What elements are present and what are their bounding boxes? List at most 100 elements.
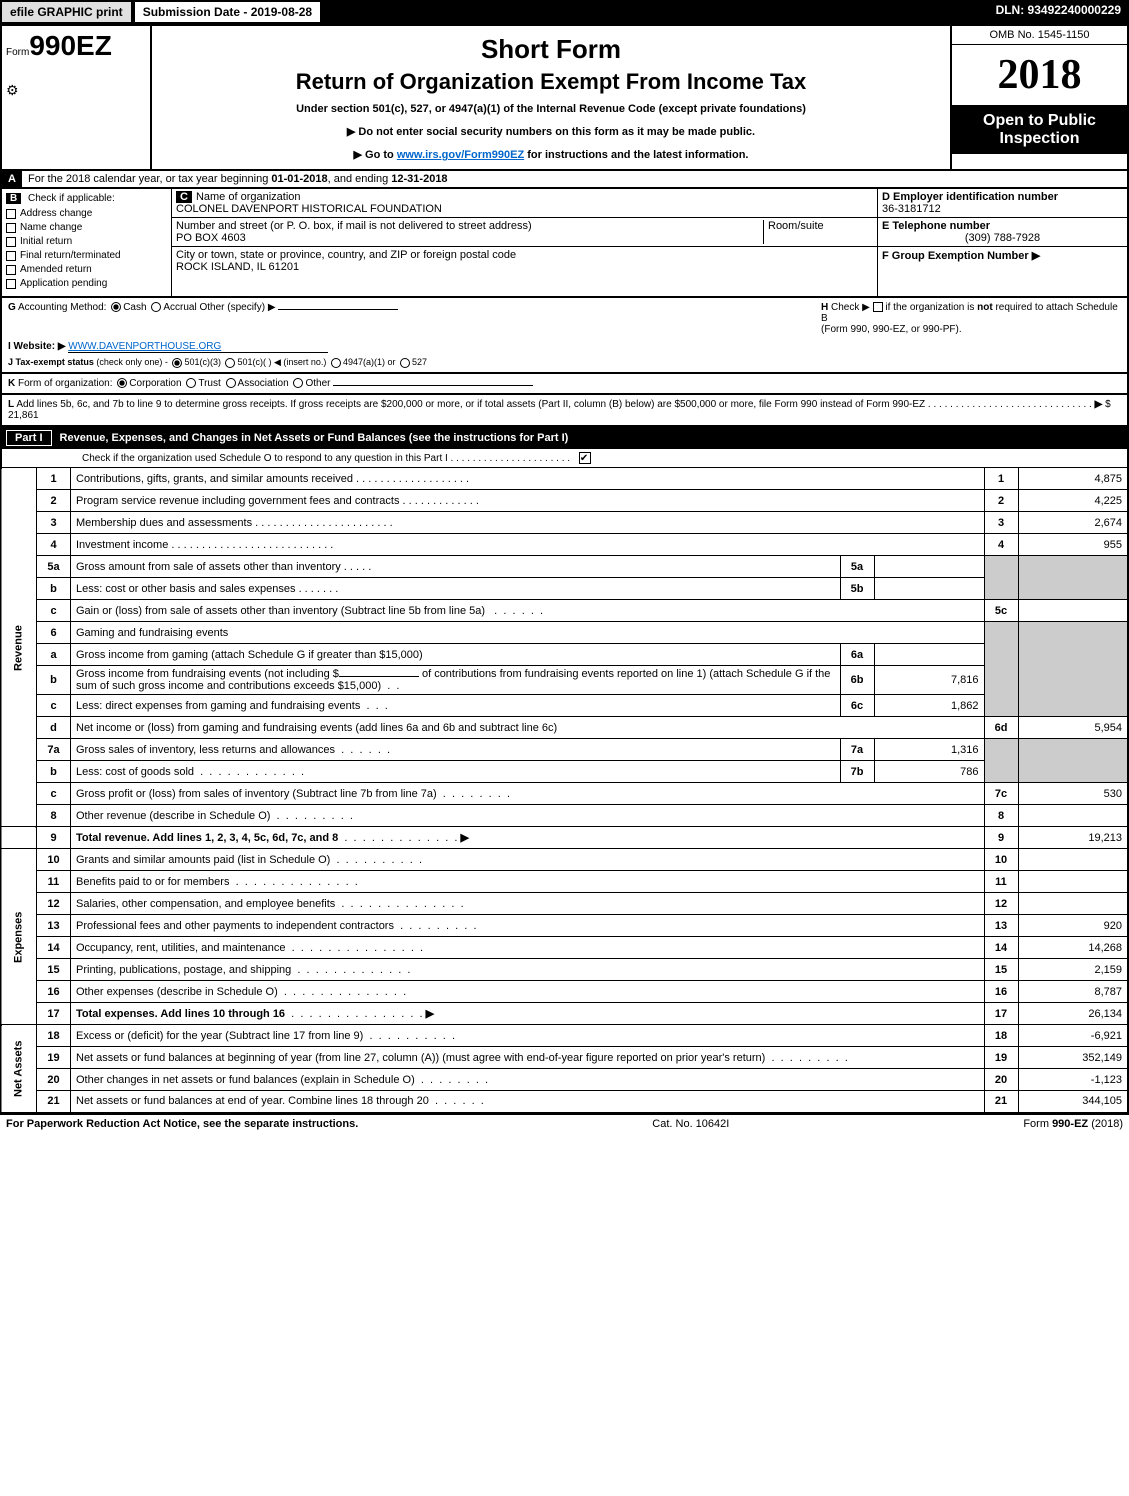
line-1-num: 1 [37,468,71,490]
line-17-amt: 26,134 [1018,1003,1128,1025]
line-7b-sub: 7b [840,761,874,783]
line-20-desc: Other changes in net assets or fund bala… [76,1074,415,1086]
line-6-desc: Gaming and fundraising events [71,622,985,644]
line-4-amt: 955 [1018,534,1128,556]
radio-accrual[interactable] [151,302,161,312]
phone-value: (309) 788-7928 [882,232,1123,244]
line-19-box: 19 [984,1047,1018,1069]
radio-other[interactable] [293,378,303,388]
dln-label: DLN: 93492240000229 [988,0,1129,24]
line-7c-box: 7c [984,783,1018,805]
goto-text: ▶ Go to www.irs.gov/Form990EZ for instru… [156,148,946,161]
line-9-desc: Total revenue. Add lines 1, 2, 3, 4, 5c,… [76,832,338,844]
catalog-number: Cat. No. 10642I [652,1118,729,1130]
line-6c-subamt: 1,862 [874,695,984,717]
part-1-header: Part I Revenue, Expenses, and Changes in… [0,427,1129,449]
line-18-desc: Excess or (deficit) for the year (Subtra… [76,1030,363,1042]
line-5a-num: 5a [37,556,71,578]
line-12-desc: Salaries, other compensation, and employ… [76,898,335,910]
line-10-amt [1018,849,1128,871]
arrow-icon: ▶ [461,832,469,844]
line-11-num: 11 [37,871,71,893]
page-footer: For Paperwork Reduction Act Notice, see … [0,1114,1129,1133]
line-7a-subamt: 1,316 [874,739,984,761]
gray-cell [1018,622,1128,717]
checkbox-address-change[interactable] [6,209,16,219]
line-15-box: 15 [984,959,1018,981]
checkbox-application-pending[interactable] [6,279,16,289]
radio-cash[interactable] [111,302,121,312]
irs-link[interactable]: www.irs.gov/Form990EZ [397,149,524,161]
line-20-num: 20 [37,1069,71,1091]
radio-527[interactable] [400,358,410,368]
line-16-desc: Other expenses (describe in Schedule O) [76,986,278,998]
line-l: L Add lines 5b, 6c, and 7b to line 9 to … [0,395,1129,427]
short-form-title: Short Form [156,34,946,65]
tax-year: 2018 [952,45,1127,106]
line-6d-box: 6d [984,717,1018,739]
line-k-label: K [8,378,15,389]
line-3-num: 3 [37,512,71,534]
line-17-num: 17 [37,1003,71,1025]
line-6a-desc: Gross income from gaming (attach Schedul… [71,644,841,666]
radio-association[interactable] [226,378,236,388]
line-4-box: 4 [984,534,1018,556]
line-14-desc: Occupancy, rent, utilities, and maintena… [76,942,286,954]
line-i-label: I Website: ▶ [8,341,66,352]
line-12-amt [1018,893,1128,915]
line-6a-subamt [874,644,984,666]
city-heading: City or town, state or province, country… [176,249,516,261]
radio-4947a1[interactable] [331,358,341,368]
line-8-box: 8 [984,805,1018,827]
line-15-amt: 2,159 [1018,959,1128,981]
group-exemption-label: F Group Exemption Number [882,250,1029,262]
radio-corporation[interactable] [117,378,127,388]
checkbox-amended-return[interactable] [6,265,16,275]
arrow-icon: ▶ [1032,250,1040,262]
line-5c-box: 5c [984,600,1018,622]
line-6d-desc: Net income or (loss) from gaming and fun… [71,717,985,739]
line-6-num: 6 [37,622,71,644]
form-number: 990EZ [29,30,112,61]
line-6a-sub: 6a [840,644,874,666]
line-16-amt: 8,787 [1018,981,1128,1003]
efile-print-button[interactable]: efile GRAPHIC print [0,0,133,24]
line-8-amt [1018,805,1128,827]
submission-date: Submission Date - 2019-08-28 [133,0,322,24]
open-to-public: Open to Public Inspection [952,106,1127,154]
checkbox-final-return[interactable] [6,251,16,261]
radio-trust[interactable] [186,378,196,388]
website-link[interactable]: WWW.DAVENPORTHOUSE.ORG [68,341,221,352]
line-5b-desc: Less: cost or other basis and sales expe… [76,583,296,595]
line-3-desc: Membership dues and assessments [76,517,252,529]
line-17-desc: Total expenses. Add lines 10 through 16 [76,1008,285,1020]
line-9-amt: 19,213 [1018,827,1128,849]
line-a: A For the 2018 calendar year, or tax yea… [0,171,1129,189]
line-10-num: 10 [37,849,71,871]
checkbox-initial-return[interactable] [6,237,16,247]
line-9-num: 9 [37,827,71,849]
phone-label: E Telephone number [882,220,990,232]
line-7b-desc: Less: cost of goods sold [76,766,194,778]
checkbox-name-change[interactable] [6,223,16,233]
line-2-num: 2 [37,490,71,512]
checkbox-schedule-o[interactable]: ✔ [579,452,591,464]
line-21-num: 21 [37,1091,71,1113]
line-1-desc: Contributions, gifts, grants, and simila… [76,473,353,485]
line-7b-subamt: 786 [874,761,984,783]
form-prefix: Form [6,47,29,58]
line-6b-subamt: 7,816 [874,666,984,695]
line-k: K Form of organization: Corporation Trus… [0,374,1129,395]
line-8-num: 8 [37,805,71,827]
radio-501c3[interactable] [172,358,182,368]
line-3-box: 3 [984,512,1018,534]
expenses-side-label: Expenses [1,849,37,1025]
line-6b-sub: 6b [840,666,874,695]
line-15-desc: Printing, publications, postage, and shi… [76,964,291,976]
line-a-label: A [2,171,22,187]
radio-501c[interactable] [225,358,235,368]
form-footer-label: Form 990-EZ (2018) [1023,1118,1123,1130]
line-6c-sub: 6c [840,695,874,717]
line-18-box: 18 [984,1025,1018,1047]
checkbox-schedule-b[interactable] [873,302,883,312]
